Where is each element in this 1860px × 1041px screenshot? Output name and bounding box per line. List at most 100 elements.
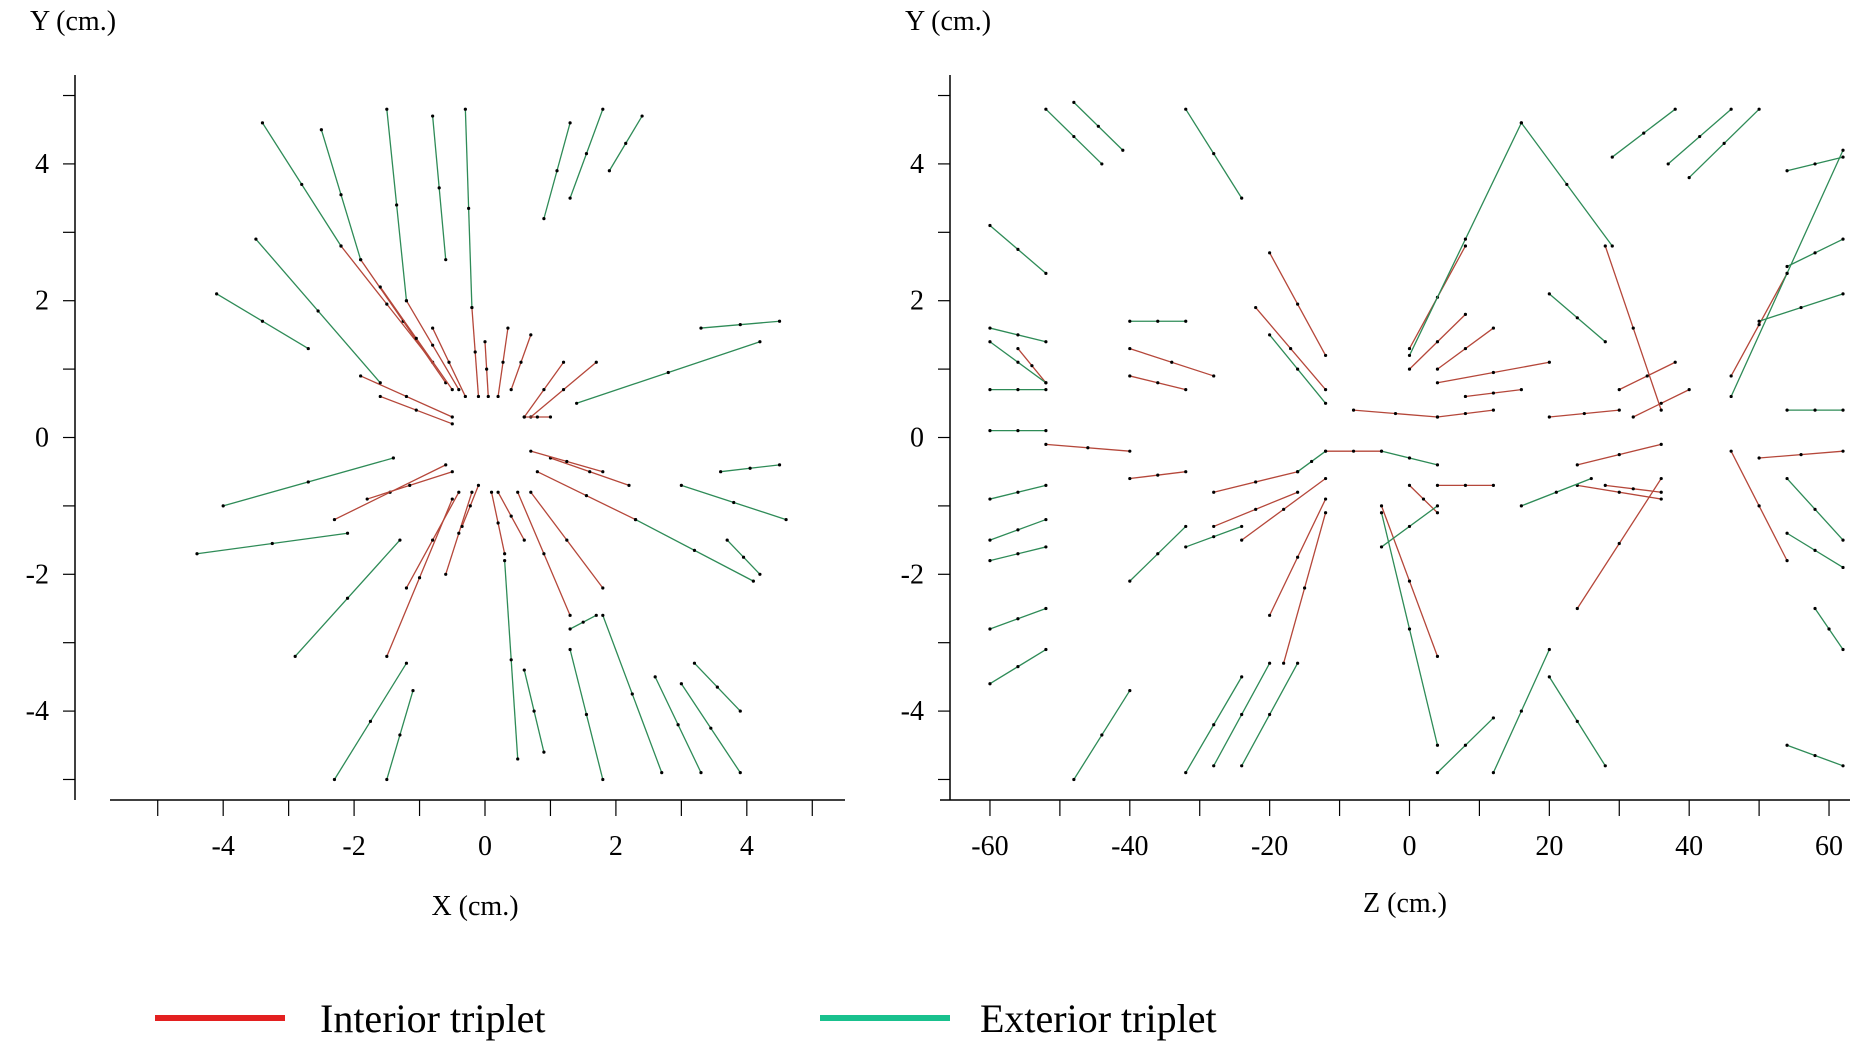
hit-point — [1729, 107, 1733, 111]
hit-point — [522, 668, 526, 672]
hit-point — [1212, 524, 1216, 529]
hit-point — [1184, 319, 1188, 323]
hit-point — [565, 459, 569, 464]
hit-point — [1673, 107, 1677, 111]
hit-point — [450, 497, 454, 501]
hit-point — [1841, 449, 1845, 453]
hit-point — [777, 463, 782, 467]
hit-point — [630, 692, 634, 696]
hit-point — [1841, 237, 1845, 241]
hit-point — [715, 685, 719, 689]
hit-point — [738, 771, 742, 775]
hit-point — [529, 449, 533, 453]
hit-point — [1407, 346, 1412, 351]
hit-point — [1296, 490, 1300, 494]
hit-point — [1184, 524, 1188, 529]
hit-point — [535, 415, 539, 419]
hit-point — [1072, 100, 1076, 104]
hit-point — [414, 336, 418, 340]
hit-point — [1659, 408, 1663, 412]
hit-point — [332, 517, 337, 522]
y-axis-title: Y (cm.) — [905, 6, 991, 37]
hit-point — [561, 360, 566, 364]
hit-point — [627, 483, 631, 487]
hit-point — [529, 490, 533, 494]
x-tick-label: 20 — [1535, 831, 1563, 862]
hit-point — [1799, 305, 1803, 310]
hit-point — [1785, 476, 1789, 481]
hit-point — [542, 388, 546, 392]
hit-point — [1128, 346, 1132, 351]
hit-point — [1121, 148, 1125, 152]
hit-point — [1323, 476, 1328, 481]
hit-point — [555, 169, 559, 173]
hit-point — [1212, 152, 1216, 156]
hit-point — [1128, 579, 1132, 583]
hit-point — [777, 319, 782, 323]
hit-point — [1407, 367, 1412, 371]
hit-point — [1044, 647, 1048, 652]
hit-point — [679, 682, 683, 686]
hit-point — [1659, 401, 1663, 405]
hit-point — [385, 107, 389, 111]
hit-point — [1421, 497, 1426, 501]
hit-point — [509, 388, 513, 392]
hit-point — [725, 538, 729, 542]
hit-point — [404, 394, 409, 399]
hit-point — [1212, 535, 1216, 539]
hit-point — [732, 500, 736, 505]
hit-point — [221, 504, 225, 508]
hit-point — [1435, 483, 1440, 487]
hit-point — [601, 613, 605, 617]
hit-point — [1519, 388, 1523, 392]
hit-point — [1379, 504, 1384, 508]
hit-point — [1323, 511, 1328, 515]
hit-point — [653, 675, 657, 679]
hit-point — [1799, 452, 1803, 457]
hit-point — [988, 497, 992, 501]
hit-point — [1016, 528, 1020, 532]
hit-point — [988, 627, 992, 631]
hit-point — [1128, 476, 1132, 481]
hit-point — [1044, 517, 1048, 522]
x-tick-label: -4 — [212, 831, 235, 862]
hit-point — [359, 374, 363, 378]
hit-point — [1757, 323, 1761, 327]
hit-point — [660, 771, 664, 775]
x-tick-label: 2 — [609, 831, 623, 862]
hit-point — [568, 627, 572, 631]
hit-point — [758, 572, 762, 576]
hit-point — [450, 470, 454, 474]
hit-point — [1463, 411, 1468, 416]
hit-point — [1296, 470, 1300, 474]
hit-point — [1645, 374, 1649, 378]
hit-point — [568, 613, 572, 617]
hit-point — [1610, 244, 1614, 248]
hit-point — [1296, 367, 1300, 371]
hit-point — [1016, 333, 1020, 337]
hit-point — [1827, 627, 1831, 631]
hit-point — [431, 343, 435, 347]
hit-point — [1603, 764, 1607, 768]
x-tick-label: 4 — [740, 831, 754, 862]
hit-point — [1547, 675, 1551, 679]
hit-point — [1575, 719, 1579, 723]
hit-point — [506, 326, 510, 330]
legend: Interior triplet Exterior triplet — [155, 996, 1217, 1041]
hit-point — [1240, 538, 1244, 542]
hit-point — [1240, 196, 1244, 200]
hit-point — [1722, 141, 1726, 145]
hit-point — [1044, 388, 1048, 392]
hit-point — [1016, 247, 1020, 252]
hit-point — [575, 401, 579, 405]
x-tick-label: 40 — [1675, 831, 1703, 862]
hit-point — [594, 613, 598, 617]
x-tick-label: -20 — [1251, 831, 1288, 862]
hit-point — [447, 360, 451, 364]
hit-point — [368, 719, 373, 723]
hit-point — [365, 497, 369, 501]
hit-point — [404, 299, 409, 303]
hit-point — [699, 326, 703, 330]
hit-point — [1785, 743, 1789, 747]
hit-point — [260, 319, 265, 323]
